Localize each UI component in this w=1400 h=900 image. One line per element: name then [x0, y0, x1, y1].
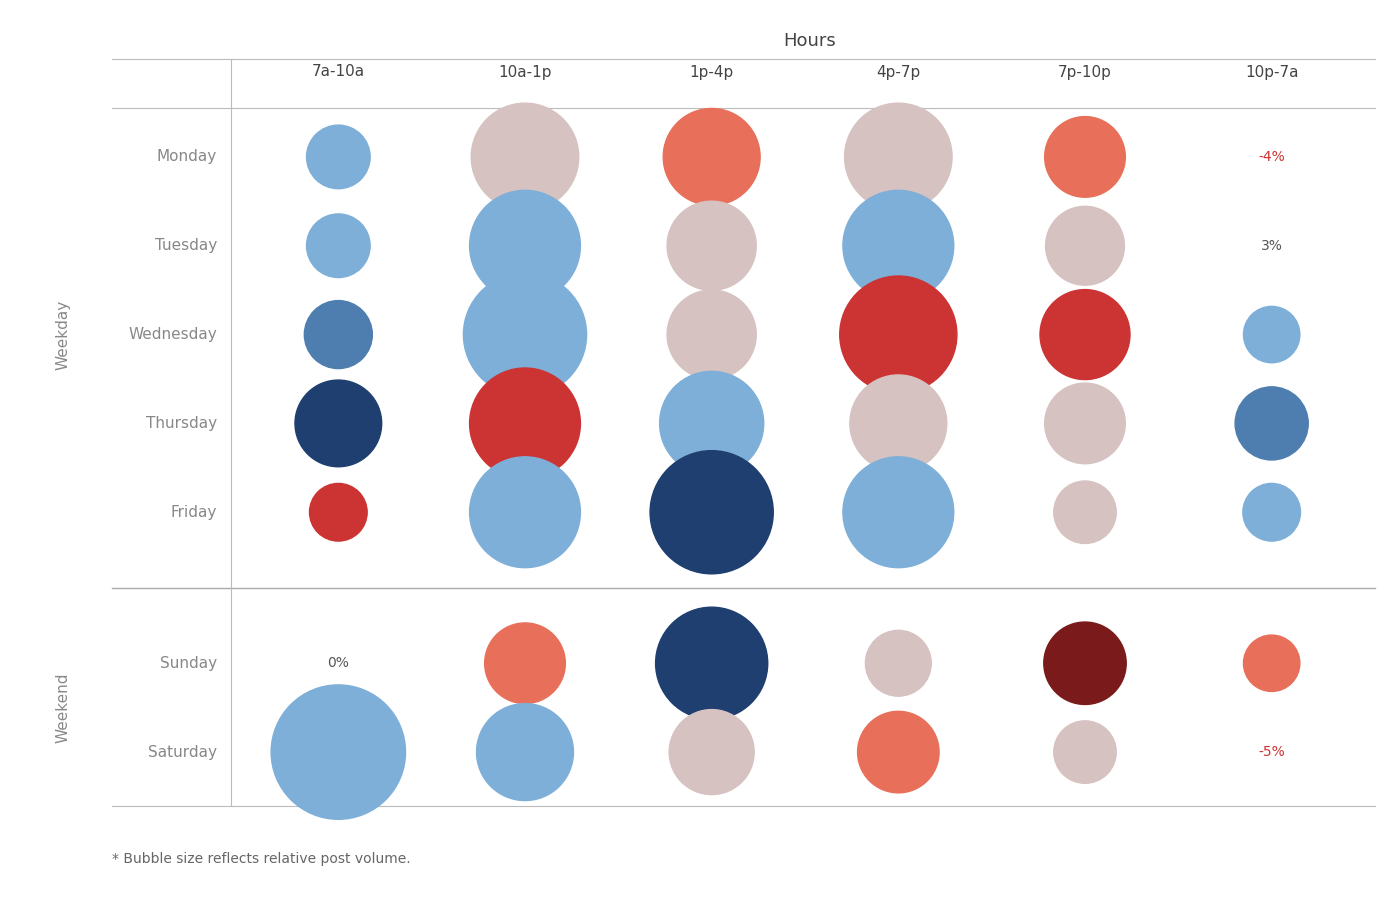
- Text: -14%: -14%: [1067, 328, 1103, 342]
- Text: 11%: 11%: [1256, 417, 1287, 430]
- Text: -19%: -19%: [1067, 656, 1103, 670]
- Text: 2%: 2%: [888, 150, 909, 164]
- Text: Weekday: Weekday: [56, 300, 70, 370]
- Text: 55%: 55%: [323, 745, 354, 759]
- Text: 0%: 0%: [1074, 417, 1096, 430]
- Text: 6%: 6%: [514, 745, 536, 759]
- Text: 7p-10p: 7p-10p: [1058, 65, 1112, 79]
- Text: 26%: 26%: [696, 656, 727, 670]
- Text: 7%: 7%: [1261, 328, 1282, 342]
- Text: 2%: 2%: [1074, 505, 1096, 519]
- Text: 9%: 9%: [328, 150, 350, 164]
- Text: 6%: 6%: [514, 328, 536, 342]
- Text: -5%: -5%: [1259, 745, 1285, 759]
- Text: 10%: 10%: [510, 505, 540, 519]
- Text: -4%: -4%: [1259, 150, 1285, 164]
- Text: 1p-4p: 1p-4p: [690, 65, 734, 79]
- Text: 21%: 21%: [323, 417, 354, 430]
- Text: 0%: 0%: [701, 745, 722, 759]
- Text: -5%: -5%: [699, 150, 725, 164]
- Text: -4%: -4%: [885, 745, 911, 759]
- Text: 5%: 5%: [701, 417, 722, 430]
- Text: 10p-7a: 10p-7a: [1245, 65, 1298, 79]
- Text: 18%: 18%: [696, 505, 727, 519]
- Text: Tuesday: Tuesday: [155, 238, 217, 253]
- Text: Friday: Friday: [171, 505, 217, 519]
- Text: Weekend: Weekend: [56, 672, 70, 742]
- Text: 0%: 0%: [888, 417, 909, 430]
- Text: 4p-7p: 4p-7p: [876, 65, 920, 79]
- Text: 10a-1p: 10a-1p: [498, 65, 552, 79]
- Text: -2%: -2%: [699, 328, 725, 342]
- Text: Hours: Hours: [783, 32, 836, 50]
- Text: 3%: 3%: [1261, 238, 1282, 253]
- Text: -2%: -2%: [1071, 238, 1099, 253]
- Text: 6%: 6%: [888, 238, 910, 253]
- Text: 13%: 13%: [323, 328, 354, 342]
- Text: -8%: -8%: [511, 656, 539, 670]
- Text: -12%: -12%: [507, 417, 543, 430]
- Text: Thursday: Thursday: [146, 416, 217, 431]
- Text: 8%: 8%: [888, 505, 910, 519]
- Text: -3%: -3%: [699, 238, 725, 253]
- Text: Monday: Monday: [157, 149, 217, 165]
- Text: -11%: -11%: [881, 328, 916, 342]
- Text: 4%: 4%: [1261, 505, 1282, 519]
- Text: 0%: 0%: [328, 656, 349, 670]
- Text: 0%: 0%: [514, 150, 536, 164]
- Text: 5%: 5%: [514, 238, 536, 253]
- Text: * Bubble size reflects relative post volume.: * Bubble size reflects relative post vol…: [112, 852, 410, 867]
- Text: 5%: 5%: [328, 238, 349, 253]
- Text: -10%: -10%: [1067, 745, 1103, 759]
- Text: 1%: 1%: [888, 656, 910, 670]
- Text: -4%: -4%: [1259, 656, 1285, 670]
- Text: -14%: -14%: [321, 505, 356, 519]
- Text: Saturday: Saturday: [148, 744, 217, 760]
- Text: 7a-10a: 7a-10a: [312, 65, 365, 79]
- Text: -4%: -4%: [1071, 150, 1099, 164]
- Text: Sunday: Sunday: [160, 656, 217, 670]
- Text: Wednesday: Wednesday: [129, 327, 217, 342]
